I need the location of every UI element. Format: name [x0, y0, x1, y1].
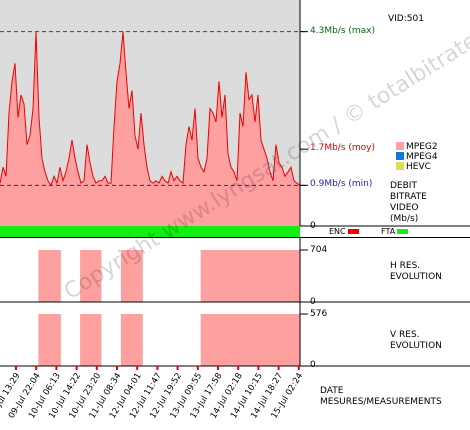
vres-top-label: 576 — [310, 309, 328, 319]
x-axis-title: DATE MESURES/MEASUREMENTS — [320, 386, 442, 408]
hres-panel-title: H RES. EVOLUTION — [390, 261, 442, 283]
legend-label-mpeg2: MPEG2 — [406, 142, 438, 152]
legend-swatch-hevc — [396, 162, 404, 170]
bitrate-panel-title: DEBIT BITRATE VIDEO (Mb/s) — [390, 181, 427, 225]
bitrate-title-line: VIDEO — [390, 203, 419, 213]
legend-swatch-mpeg2 — [396, 142, 404, 150]
vres-zero-label: 0 — [310, 360, 316, 370]
vres-segment — [120, 314, 143, 366]
hres-segment — [80, 250, 102, 302]
min-line-label: 0.9Mb/s (min) — [310, 179, 373, 190]
max-line-label: 4.3Mb/s (max) — [310, 25, 376, 36]
legend-label-mpeg4: MPEG4 — [406, 152, 438, 162]
x-axis-title-line: MESURES/MEASUREMENTS — [320, 397, 442, 407]
legend-item-hevc: HEVC — [396, 162, 431, 172]
hres-segment — [120, 250, 143, 302]
enc-label: ENC — [329, 227, 361, 236]
hres-title-line: H RES. — [390, 261, 421, 271]
hres-segment — [200, 250, 300, 302]
bitrate-zero-label: 0 — [310, 221, 316, 231]
fta-status-bar — [0, 226, 300, 237]
fta-swatch — [397, 229, 409, 234]
hres-zero-label: 0 — [310, 297, 316, 307]
bitrate-title-line: BITRATE — [390, 192, 427, 202]
vid-label: VID:501 — [388, 14, 424, 24]
vres-segment — [200, 314, 300, 366]
vres-segment — [80, 314, 102, 366]
hres-title-line: EVOLUTION — [390, 272, 442, 282]
fta-label: FTA — [381, 227, 410, 236]
fta-text: FTA — [381, 227, 396, 236]
legend-swatch-mpeg4 — [396, 152, 404, 160]
x-axis-title-line: DATE — [320, 386, 344, 396]
vres-title-line: EVOLUTION — [390, 341, 442, 351]
enc-swatch — [347, 229, 359, 234]
legend-item-mpeg4: MPEG4 — [396, 152, 438, 162]
bitrate-title-line: DEBIT — [390, 181, 417, 191]
vres-title-line: V RES. — [390, 330, 420, 340]
hres-segment — [38, 250, 61, 302]
avg-line-label: 1.7Mb/s (moy) — [310, 143, 375, 154]
legend-label-hevc: HEVC — [406, 162, 431, 172]
vres-panel-title: V RES. EVOLUTION — [390, 330, 442, 352]
bitrate-title-line: (Mb/s) — [390, 214, 419, 224]
bitrate-area-mpeg2 — [0, 31, 300, 226]
legend-item-mpeg2: MPEG2 — [396, 142, 438, 152]
enc-text: ENC — [329, 227, 346, 236]
vres-segment — [38, 314, 61, 366]
hres-top-label: 704 — [310, 245, 328, 255]
bitrate-line-mpeg2 — [0, 31, 301, 187]
